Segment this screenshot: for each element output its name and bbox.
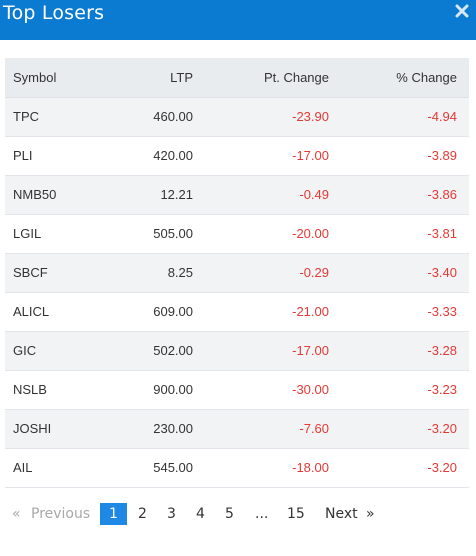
pct-change-cell: -3.81 (427, 226, 457, 241)
page-1-button[interactable]: 1 (100, 503, 127, 525)
table-body: TPC 460.00 -23.90 -4.94 PLI 420.00 -17.00 -3.89… (5, 97, 469, 487)
pct-change-cell: -3.33 (427, 304, 457, 319)
ltp-cell: 230.00 (153, 421, 193, 436)
table-row[interactable]: NMB50 12.21 -0.49 -3.86 (5, 175, 469, 214)
table-row[interactable]: PLI 420.00 -17.00 -3.89 (5, 136, 469, 175)
page-4-button[interactable]: 4 (196, 506, 205, 522)
pt-change-cell: -23.90 (292, 109, 329, 124)
ltp-cell: 8.25 (167, 265, 193, 280)
close-button[interactable] (455, 4, 469, 18)
pt-change-cell: -17.00 (292, 343, 329, 358)
pt-change-cell: -18.00 (292, 460, 329, 475)
header-ltp[interactable]: LTP (95, 58, 193, 98)
pt-change-cell: -0.49 (299, 187, 329, 202)
page-5-button[interactable]: 5 (225, 506, 234, 522)
table-row[interactable]: GIC 502.00 -17.00 -3.28 (5, 331, 469, 370)
table-row[interactable]: AIL 545.00 -18.00 -3.20 (5, 448, 469, 487)
ltp-cell: 460.00 (153, 109, 193, 124)
pagination-ellipsis: ... (255, 506, 269, 522)
page-3-button[interactable]: 3 (167, 506, 176, 522)
pct-change-cell: -3.40 (427, 265, 457, 280)
ltp-cell: 420.00 (153, 148, 193, 163)
pagination: « Previous 1 2 3 4 5 ... 15 Next » (0, 503, 476, 525)
ltp-cell: 12.21 (160, 187, 193, 202)
ltp-cell: 900.00 (153, 382, 193, 397)
pt-change-cell: -21.00 (292, 304, 329, 319)
close-icon (455, 4, 469, 18)
header-pct-change[interactable]: % Change (329, 58, 469, 98)
previous-arrow[interactable]: « (12, 506, 21, 522)
next-button[interactable]: Next (325, 506, 358, 522)
pt-change-cell: -7.60 (299, 421, 329, 436)
pct-change-cell: -3.28 (427, 343, 457, 358)
losers-table: Symbol LTP Pt. Change % Change TPC 460.00… (5, 58, 469, 488)
pct-change-cell: -3.20 (427, 460, 457, 475)
ltp-cell: 505.00 (153, 226, 193, 241)
pt-change-cell: -0.29 (299, 265, 329, 280)
modal-header: Top Losers (0, 0, 476, 40)
symbol-cell: AIL (13, 460, 33, 475)
modal-title: Top Losers (3, 2, 105, 24)
pct-change-cell: -3.89 (427, 148, 457, 163)
header-pt-change[interactable]: Pt. Change (193, 58, 329, 98)
pt-change-cell: -17.00 (292, 148, 329, 163)
table-row[interactable]: SBCF 8.25 -0.29 -3.40 (5, 253, 469, 292)
header-symbol[interactable]: Symbol (5, 58, 95, 98)
table-row[interactable]: ALICL 609.00 -21.00 -3.33 (5, 292, 469, 331)
symbol-cell: TPC (13, 109, 39, 124)
symbol-cell: LGIL (13, 226, 42, 241)
losers-table-wrapper: Symbol LTP Pt. Change % Change TPC 460.00… (5, 58, 469, 488)
symbol-cell: SBCF (13, 265, 48, 280)
symbol-cell: PLI (13, 148, 33, 163)
symbol-cell: NMB50 (13, 187, 57, 202)
pct-change-cell: -4.94 (427, 109, 457, 124)
symbol-cell: GIC (13, 343, 37, 358)
pt-change-cell: -30.00 (292, 382, 329, 397)
ltp-cell: 545.00 (153, 460, 193, 475)
table-row[interactable]: NSLB 900.00 -30.00 -3.23 (5, 370, 469, 409)
pct-change-cell: -3.20 (427, 421, 457, 436)
ltp-cell: 609.00 (153, 304, 193, 319)
page-15-button[interactable]: 15 (287, 506, 305, 522)
table-row[interactable]: LGIL 505.00 -20.00 -3.81 (5, 214, 469, 253)
table-row[interactable]: TPC 460.00 -23.90 -4.94 (5, 97, 469, 136)
table-header-row: Symbol LTP Pt. Change % Change (5, 58, 469, 98)
symbol-cell: ALICL (13, 304, 50, 319)
previous-button[interactable]: Previous (31, 506, 91, 522)
next-arrow[interactable]: » (366, 506, 375, 522)
ltp-cell: 502.00 (153, 343, 193, 358)
table-row[interactable]: JOSHI 230.00 -7.60 -3.20 (5, 409, 469, 448)
pt-change-cell: -20.00 (292, 226, 329, 241)
symbol-cell: NSLB (13, 382, 47, 397)
symbol-cell: JOSHI (13, 421, 52, 436)
pct-change-cell: -3.23 (427, 382, 457, 397)
page-2-button[interactable]: 2 (138, 506, 147, 522)
pct-change-cell: -3.86 (427, 187, 457, 202)
